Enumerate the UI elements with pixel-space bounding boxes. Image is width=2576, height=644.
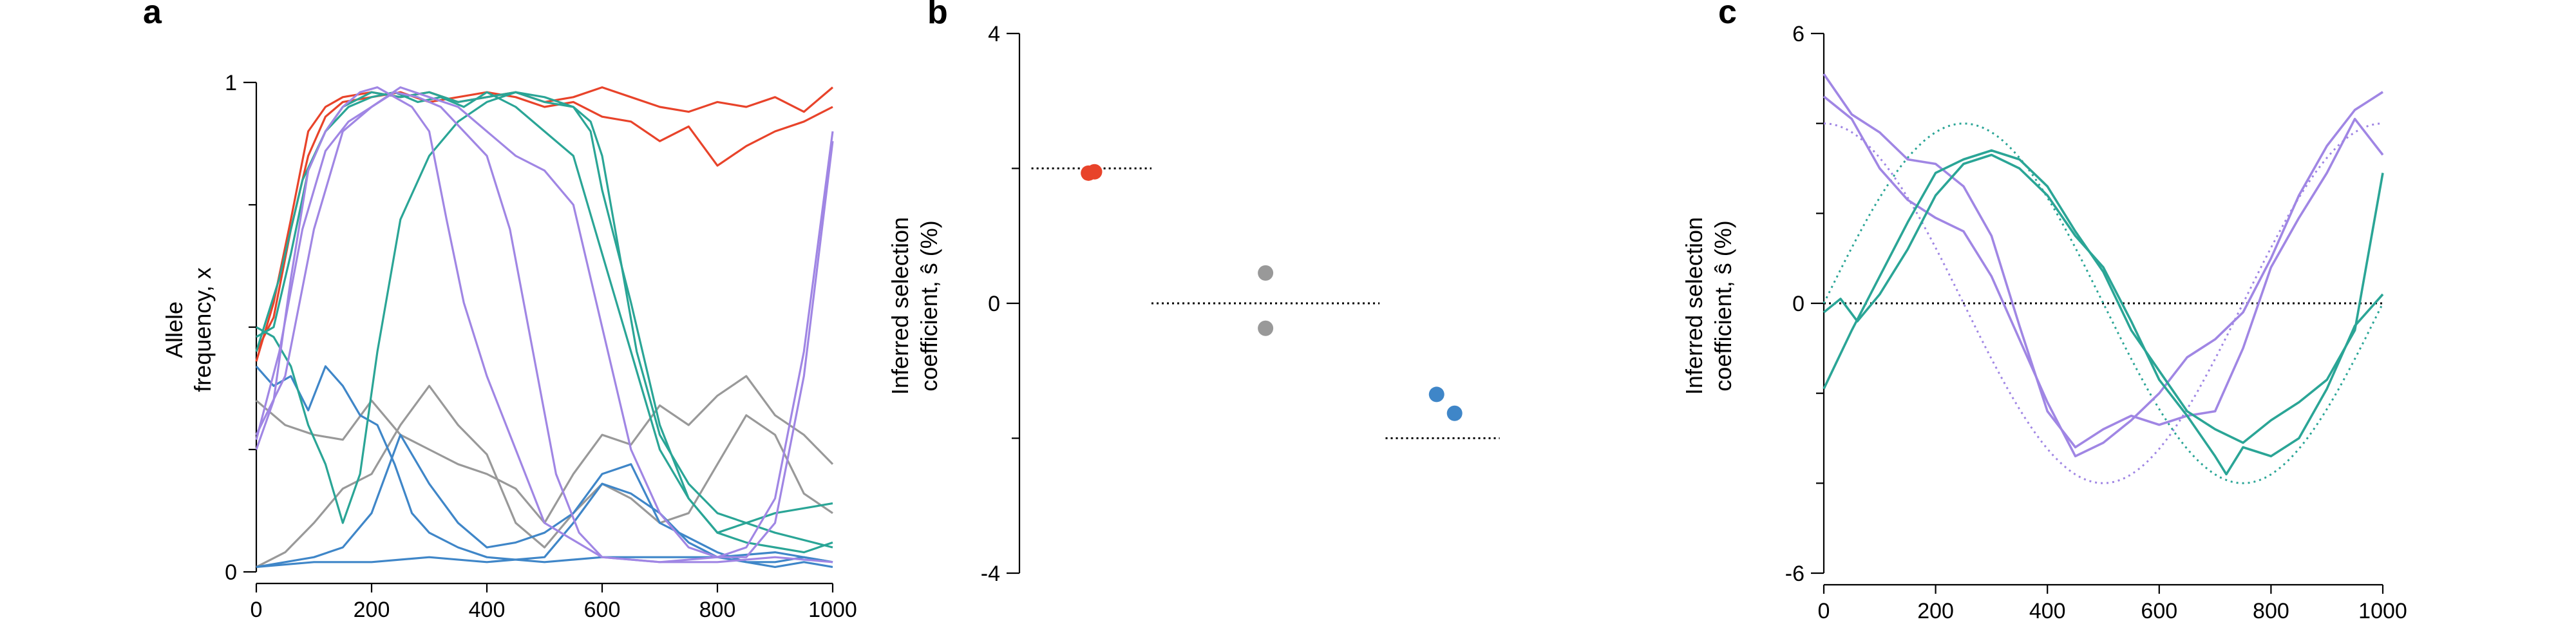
- panel-c-xtick-label: 1000: [2358, 599, 2407, 623]
- panel-c-series: [1823, 73, 2384, 484]
- panel-b-marks: [1031, 164, 1500, 439]
- panel-c-ytick-label: 0: [1792, 292, 1804, 316]
- panel-a-series-line-purple: [255, 91, 834, 564]
- panel-a-ytick-label: 1: [225, 71, 237, 95]
- panel-c-series-line-teal: [1823, 153, 2384, 476]
- panel-c: c Inferred selection coefficient, ŝ (%) …: [1681, 0, 2407, 623]
- panel-a-series-line-teal: [256, 91, 833, 534]
- panel-a-series-line-purple: [255, 86, 833, 564]
- panel-c-xtick-label: 600: [2141, 599, 2177, 623]
- panel-b-ytick-label: 0: [988, 292, 1000, 316]
- panel-c-axes: -6 0 6 0 200 400 600 800 1000: [1785, 22, 2407, 623]
- panel-a-xtick-label: 400: [469, 598, 506, 622]
- panel-b-point-blue: [1428, 386, 1444, 402]
- panel-c-xtick-label: 0: [1818, 599, 1830, 623]
- panel-c-series-line-teal: [1823, 149, 2384, 444]
- panel-b-ylabel-line-1: Inferred selection: [887, 217, 913, 395]
- panel-a-series: [255, 86, 834, 568]
- panel-a-xtick-label: 1000: [808, 598, 857, 622]
- panel-b-axes: -4 0 4: [981, 22, 1021, 586]
- panel-c-xtick-label: 800: [2253, 599, 2289, 623]
- panel-b-ylabel-line-2: coefficient, ŝ (%): [916, 220, 942, 391]
- panel-c-xtick-label: 200: [1917, 599, 1954, 623]
- panel-a-xtick-label: 0: [251, 598, 263, 622]
- panel-a-series-line-blue: [255, 365, 833, 564]
- panel-c-ytick-label: 6: [1792, 22, 1804, 46]
- panel-a-xtick-label: 200: [354, 598, 390, 622]
- panel-a-series-line-teal: [256, 91, 833, 549]
- panel-a-series-line-gray: [256, 384, 833, 568]
- panel-a-series-line-red: [255, 91, 833, 352]
- panel-a-series-line-blue: [256, 433, 833, 568]
- panel-c-xtick-label: 400: [2029, 599, 2066, 623]
- panel-b-ytick-label: -4: [981, 562, 1000, 586]
- panel-a-series-line-purple: [255, 86, 834, 558]
- panel-b-point-red: [1086, 164, 1103, 180]
- panel-a-series-line-teal: [255, 91, 833, 554]
- panel-a-label: a: [143, 0, 162, 31]
- panel-a-xtick-label: 600: [584, 598, 621, 622]
- panel-b-point-gray: [1258, 320, 1274, 336]
- panel-c-true-curve-purple: [1823, 122, 2383, 484]
- panel-b-point-blue: [1446, 405, 1463, 421]
- panel-b-ytick-label: 4: [988, 22, 1000, 46]
- panel-b-point-gray: [1258, 265, 1274, 281]
- panel-a-xtick-label: 800: [699, 598, 736, 622]
- panel-a-ylabel-line-1: Allele: [161, 301, 187, 358]
- panel-a: a Allele frequency, x 0 1 0 200 400 600 800 100…: [143, 0, 857, 622]
- panel-a-ylabel-line-2: frequency, x: [189, 267, 216, 392]
- panel-a-series-line-blue: [256, 482, 833, 568]
- panel-a-series-line-gray: [255, 375, 834, 524]
- panel-c-ylabel-line-1: Inferred selection: [1681, 217, 1707, 395]
- panel-b-label: b: [927, 0, 948, 31]
- panel-a-axes: 0 1 0 200 400 600 800 1000: [225, 71, 857, 622]
- panel-c-series-line-purple: [1823, 73, 2384, 449]
- panel-a-ytick-label: 0: [225, 560, 237, 585]
- panel-c-label: c: [1718, 0, 1737, 31]
- panel-c-ylabel-line-2: coefficient, ŝ (%): [1710, 220, 1736, 391]
- panel-c-ytick-label: -6: [1785, 562, 1804, 586]
- panel-b: b Inferred selection coefficient, ŝ (%) …: [887, 0, 1500, 586]
